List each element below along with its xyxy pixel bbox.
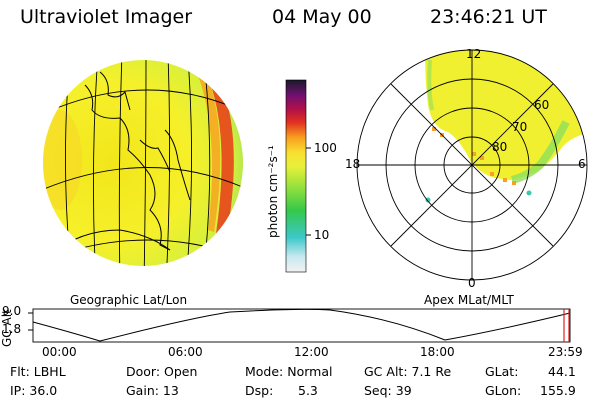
globe-image (43, 60, 243, 266)
polar-plot (356, 49, 588, 281)
observation-date: 04 May 00 (272, 6, 372, 28)
time-tick-1800: 18:00 (420, 345, 455, 359)
time-tick-1200: 12:00 (294, 345, 329, 359)
glat-value: 44.1 (548, 364, 576, 379)
globe-panel-label: Geographic Lat/Lon (70, 293, 188, 307)
ip-value: IP: 36.0 (10, 383, 58, 398)
altitude-tick-high: 9.0 (2, 304, 22, 318)
mlt-label-0: 0 (468, 276, 476, 290)
time-tick-0600: 06:00 (168, 345, 203, 359)
mlt-label-12: 12 (466, 47, 482, 61)
gc-altitude: GC Alt: 7.1 Re (364, 364, 452, 379)
mlat-label-60: 60 (534, 98, 550, 112)
altitude-plot (28, 308, 571, 343)
glon-label: GLon: (485, 383, 522, 398)
flight-filter: Flt: LBHL (10, 364, 66, 379)
mlat-label-80: 80 (492, 140, 508, 154)
colorbar-tick-100: 100 (314, 141, 337, 155)
altitude-tick-low: 1.8 (2, 322, 22, 336)
time-tick-2359: 23:59 (548, 345, 583, 359)
dsp-label: Dsp: (245, 383, 274, 398)
sequence-number: Seq: 39 (364, 383, 412, 398)
glat-label: GLat: (485, 364, 519, 379)
mlt-label-6: 6 (578, 157, 586, 171)
door-status: Door: Open (126, 364, 198, 379)
mlt-label-18: 18 (345, 157, 361, 171)
dsp-value: 5.3 (298, 383, 318, 398)
mode-value: Mode: Normal (245, 364, 333, 379)
observation-time: 23:46:21 UT (430, 6, 547, 28)
color-bar (285, 79, 311, 273)
colorbar-unit-label: photon cm⁻²s⁻¹ (266, 145, 280, 238)
glon-value: 155.9 (540, 383, 576, 398)
colorbar-tick-10: 10 (314, 228, 330, 242)
polar-panel-label: Apex MLat/MLT (424, 293, 514, 307)
time-tick-0000: 00:00 (42, 345, 77, 359)
instrument-title: Ultraviolet Imager (20, 6, 193, 28)
mlat-label-70: 70 (512, 120, 528, 134)
gain-value: Gain: 13 (126, 383, 179, 398)
